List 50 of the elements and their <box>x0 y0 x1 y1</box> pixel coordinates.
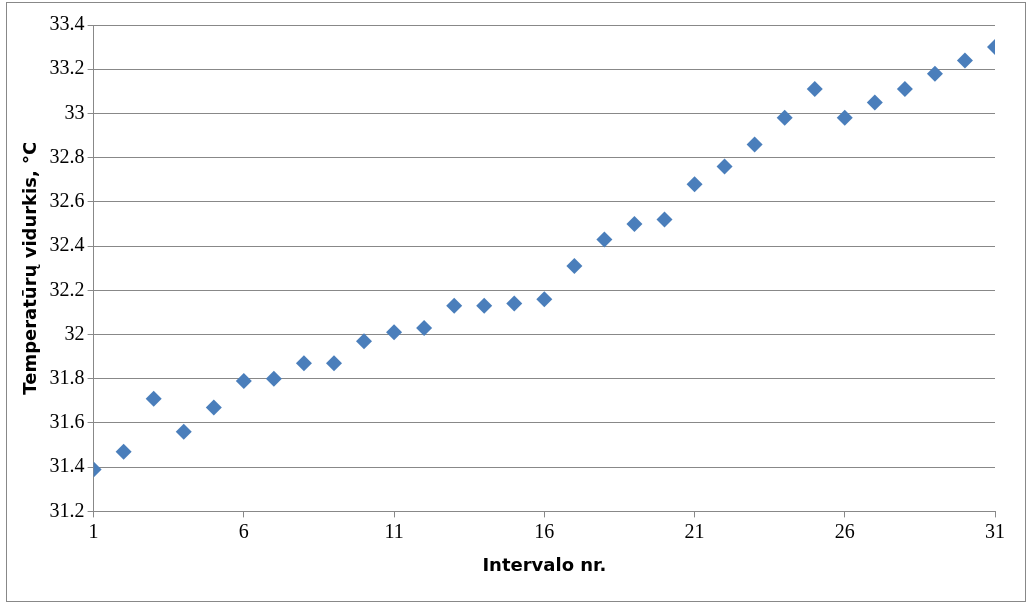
y-tick-label: 33.2 <box>49 56 85 79</box>
point <box>145 390 162 407</box>
point <box>746 136 763 153</box>
point <box>356 333 373 350</box>
x-tick-label: 16 <box>534 519 555 542</box>
x-axis-title: Intervalo nr. <box>482 553 607 575</box>
point <box>956 52 973 69</box>
y-axis-title: Temperatūrų vidurkis, °C <box>19 141 41 395</box>
y-tick-label: 32.6 <box>49 189 85 212</box>
point <box>596 231 613 248</box>
x-tick-label: 21 <box>684 519 705 542</box>
point <box>716 158 733 175</box>
y-tick-label: 33.4 <box>49 12 85 35</box>
point <box>265 370 282 387</box>
point <box>626 215 643 232</box>
x-tick-label: 26 <box>834 519 855 542</box>
x-tick-label: 31 <box>985 519 1005 542</box>
point <box>806 81 823 98</box>
point <box>656 211 673 228</box>
point <box>776 109 793 126</box>
y-tick-label: 31.4 <box>49 454 85 477</box>
point <box>836 109 853 126</box>
y-tick-label: 32.2 <box>49 277 85 300</box>
y-tick-label: 32.4 <box>49 233 85 256</box>
point <box>175 423 192 440</box>
y-tick-label: 31.2 <box>49 498 85 521</box>
point <box>386 324 403 341</box>
y-tick-label: 31.8 <box>49 366 85 388</box>
point <box>235 372 252 389</box>
y-tick-label: 32.8 <box>49 144 85 167</box>
point <box>446 297 463 314</box>
point <box>205 399 222 416</box>
point <box>566 257 583 274</box>
point <box>416 319 433 336</box>
point <box>115 443 132 460</box>
x-tick-label: 11 <box>384 519 404 542</box>
point <box>686 176 703 193</box>
point <box>926 65 943 82</box>
x-tick-label: 6 <box>238 519 249 542</box>
point <box>295 355 312 372</box>
y-tick-label: 32 <box>64 321 85 344</box>
point <box>506 295 523 312</box>
x-tick-label: 1 <box>88 519 99 542</box>
point <box>866 94 883 111</box>
y-tick-label: 31.6 <box>49 410 85 433</box>
point <box>896 81 913 98</box>
point <box>476 297 493 314</box>
point <box>536 291 553 308</box>
point <box>325 355 342 372</box>
y-tick-label: 33 <box>64 100 85 123</box>
